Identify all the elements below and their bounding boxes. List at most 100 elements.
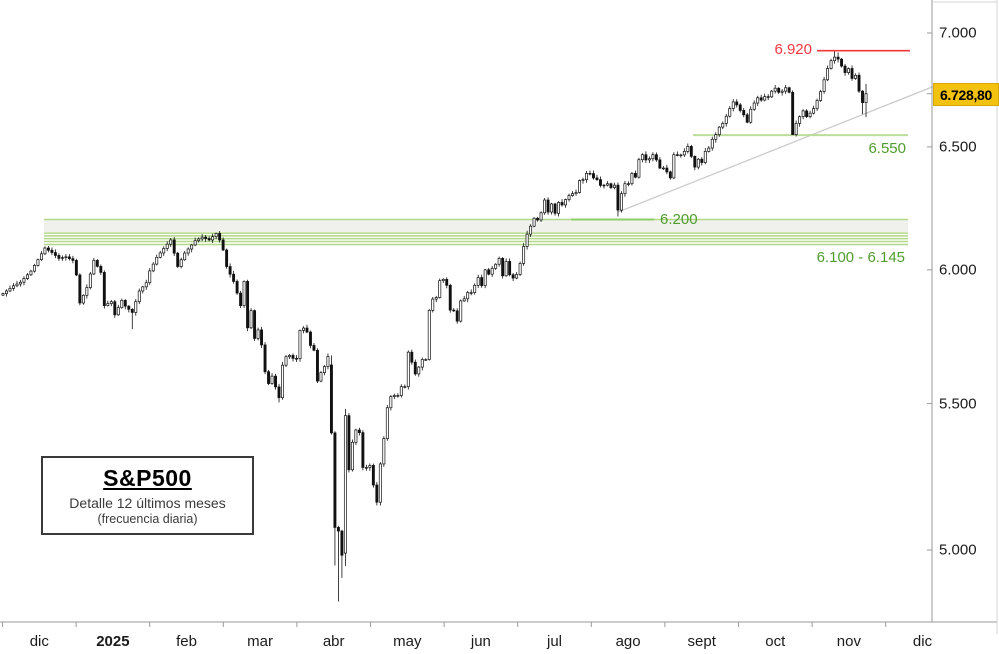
candle-body (829, 60, 833, 69)
candle-body (840, 58, 844, 67)
candle-body (368, 465, 372, 468)
candle-body (371, 465, 375, 486)
last-price-tag: 6.728,80 (933, 83, 999, 107)
candle-body (448, 284, 452, 311)
candle-body (92, 260, 96, 275)
candle-body (693, 156, 697, 168)
candle-body (32, 265, 36, 272)
candle-body (410, 351, 414, 363)
candle-body (854, 74, 857, 79)
candle-body (504, 261, 508, 277)
candle-body (29, 270, 33, 276)
x-axis-label-mar: mar (247, 633, 274, 650)
candle-body (399, 386, 403, 396)
candle-body (43, 247, 47, 255)
candle-body (396, 395, 400, 397)
x-axis-label-ago: ago (615, 633, 641, 650)
candle-body (242, 281, 246, 306)
candle-body (329, 364, 333, 434)
candle-body (221, 239, 225, 251)
candle-body (742, 110, 746, 116)
candle-body (291, 355, 295, 359)
candle-body (284, 356, 288, 366)
candle-body (406, 351, 410, 387)
x-axis-label-sept: sept (687, 633, 716, 650)
candle-body (476, 277, 480, 286)
candle-body (787, 87, 791, 93)
candle-body (354, 429, 358, 443)
candle-body (389, 396, 393, 409)
candle-body (5, 290, 8, 294)
candle-body (689, 146, 693, 157)
candle-body (102, 272, 106, 306)
x-axis-label-jun: jun (470, 633, 491, 650)
candle-body (151, 263, 155, 272)
candle-body (364, 467, 368, 469)
candle-body (378, 463, 382, 503)
candle-body (606, 183, 609, 186)
candle-body (336, 527, 340, 532)
candle-body (267, 371, 270, 384)
candle-body (74, 260, 78, 276)
candle-body (326, 356, 330, 367)
candle-body (417, 366, 421, 375)
candle-body (539, 212, 543, 221)
candle-body (312, 345, 316, 351)
y-axis-label: 5.000 (939, 541, 977, 559)
candle-body (385, 407, 389, 439)
candle-body (536, 217, 540, 221)
candle-body (483, 269, 487, 286)
candle-body (487, 269, 491, 275)
candle-body (763, 96, 767, 101)
candle-body (773, 87, 777, 92)
candle-body (578, 180, 581, 193)
candle-body (609, 183, 613, 188)
candle-body (717, 126, 721, 135)
candle-body (501, 258, 505, 277)
candle-body (550, 203, 554, 213)
candle-body (277, 386, 281, 399)
candle-body (794, 123, 798, 135)
candle-body (270, 375, 274, 384)
candle-body (560, 202, 564, 206)
candle-body (95, 260, 99, 267)
candle-body (756, 97, 760, 104)
chart-subtitle: Detalle 12 últimos meses (69, 495, 226, 511)
candle-body (567, 195, 571, 200)
candle-body (340, 530, 344, 556)
candle-body (172, 239, 176, 254)
candle-body (197, 238, 201, 242)
trendline (617, 86, 934, 213)
candle-body (455, 310, 459, 322)
candle-body (256, 329, 260, 339)
candle-body (508, 261, 512, 276)
candle-body (553, 203, 557, 214)
candle-body (532, 217, 536, 227)
candle-body (847, 68, 850, 73)
candle-body (466, 292, 470, 300)
candle-body (15, 283, 19, 287)
candle-body (668, 171, 672, 179)
candle-body (8, 288, 12, 292)
candle-body (522, 246, 526, 264)
candle-body (46, 247, 50, 251)
candle-body (850, 68, 854, 79)
candle-body (826, 68, 830, 81)
candle-body (815, 100, 819, 109)
gray-support-zone (44, 219, 908, 232)
x-axis-label-abr: abr (322, 633, 345, 650)
candle-body (710, 138, 714, 149)
candle-body (176, 252, 180, 267)
x-axis-label-feb: feb (176, 633, 197, 650)
candle-body (612, 184, 616, 188)
candle-body (836, 56, 840, 60)
candle-body (109, 301, 113, 304)
candle-body (728, 108, 732, 117)
candle-body (780, 90, 784, 93)
candle-body (88, 273, 92, 288)
x-axis-label-2025: 2025 (96, 633, 130, 650)
candle-body (99, 266, 103, 273)
candle-body (434, 297, 438, 300)
